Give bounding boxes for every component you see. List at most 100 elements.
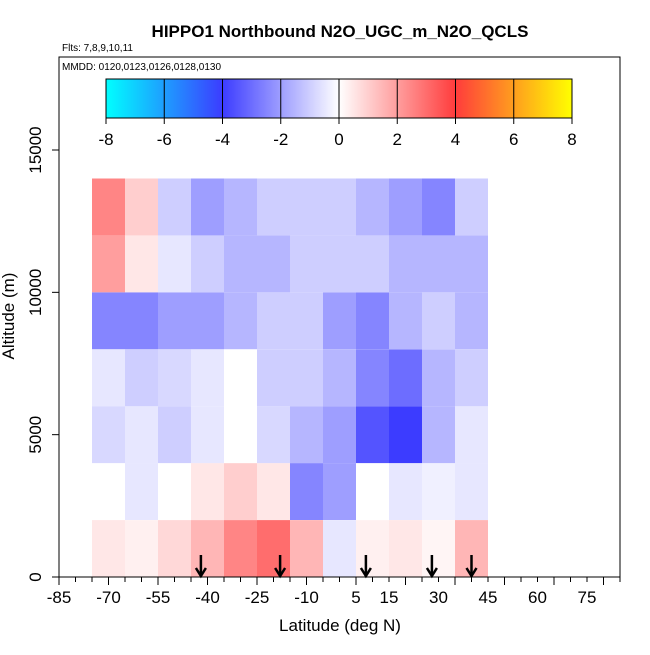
y-tick-label: 10000	[26, 269, 45, 316]
colorbar-tick-label: 8	[567, 130, 576, 149]
heatmap-cell	[92, 406, 125, 464]
heatmap-cell	[356, 406, 389, 464]
profile-arrow-head	[194, 567, 207, 579]
y-tick-label: 5000	[26, 416, 45, 454]
profile-arrow-head	[274, 567, 287, 579]
heatmap-cell	[125, 292, 158, 350]
heatmap-cell	[257, 178, 290, 236]
heatmap-cell	[191, 292, 224, 350]
heatmap-cell	[422, 292, 455, 350]
x-tick-label: -10	[294, 588, 319, 607]
heatmap-cell	[455, 349, 488, 407]
heatmap-cell	[389, 520, 422, 577]
heatmap-cell	[125, 463, 158, 520]
heatmap-cell	[92, 178, 125, 236]
colorbar-tick-label: 6	[509, 130, 518, 149]
x-tick-label: -40	[195, 588, 220, 607]
heatmap-cell	[455, 178, 488, 236]
heatmap-cell	[356, 520, 389, 577]
heatmap-cell	[191, 520, 224, 577]
heatmap-cell	[257, 520, 290, 577]
heatmap-cell	[323, 178, 356, 236]
x-tick-label: 75	[578, 588, 597, 607]
heatmap-cell	[356, 178, 389, 236]
profile-arrow-head	[359, 567, 372, 579]
heatmap-cell	[191, 178, 224, 236]
chart-title: HIPPO1 Northbound N2O_UGC_m_N2O_QCLS	[152, 22, 529, 41]
heatmap-cell	[389, 463, 422, 520]
x-tick-label: -70	[96, 588, 121, 607]
x-axis-label: Latitude (deg N)	[279, 616, 401, 635]
heatmap-cell	[290, 349, 323, 407]
heatmap-cell	[422, 520, 455, 577]
heatmap-cell	[257, 463, 290, 520]
heatmap-cell	[389, 292, 422, 350]
heatmap-cell	[356, 235, 389, 293]
heatmap-cell	[356, 349, 389, 407]
heatmap-cell	[158, 406, 191, 464]
x-tick-label: 45	[479, 588, 498, 607]
colorbar-tick-label: -8	[98, 130, 113, 149]
profile-arrow-head	[465, 567, 478, 579]
heatmap-cell	[389, 178, 422, 236]
heatmap-cell	[191, 235, 224, 293]
heatmap-cell	[455, 235, 488, 293]
heatmap-cell	[389, 406, 422, 464]
heatmap-cell	[92, 235, 125, 293]
heatmap-cell	[92, 463, 125, 520]
heatmap-cell	[422, 235, 455, 293]
heatmap-cell	[125, 235, 158, 293]
heatmap-cell	[389, 349, 422, 407]
heatmap-cell	[356, 292, 389, 350]
profile-arrows	[194, 555, 478, 579]
y-tick-label: 0	[26, 572, 45, 581]
x-tick-label: -55	[146, 588, 171, 607]
x-tick-label: -25	[245, 588, 270, 607]
heatmap-cell	[257, 235, 290, 293]
colorbar-tick-label: 0	[334, 130, 343, 149]
heatmap-cell	[224, 349, 257, 407]
heatmap-cell	[191, 349, 224, 407]
colorbar-tick-label: 4	[451, 130, 460, 149]
heatmap-cell	[356, 463, 389, 520]
x-tick-label: 60	[528, 588, 547, 607]
heatmap-cell	[224, 406, 257, 464]
profile-arrow-head	[425, 567, 438, 579]
heatmap-cell	[323, 349, 356, 407]
heatmap-cell	[323, 292, 356, 350]
heatmap-cell	[290, 292, 323, 350]
flights-label: Flts: 7,8,9,10,11	[62, 43, 133, 54]
heatmap-cell	[224, 520, 257, 577]
colorbar-tick-label: 2	[393, 130, 402, 149]
heatmap-cell	[224, 178, 257, 236]
heatmap-cells	[92, 178, 488, 577]
heatmap-cell	[158, 292, 191, 350]
heatmap-cell	[92, 349, 125, 407]
heatmap-cell	[191, 463, 224, 520]
colorbar-tick-label: -4	[215, 130, 230, 149]
heatmap-cell	[257, 292, 290, 350]
y-axis-label: Altitude (m)	[0, 273, 18, 360]
heatmap-cell	[158, 520, 191, 577]
colorbar-tick-label: -6	[157, 130, 172, 149]
heatmap-cell	[125, 520, 158, 577]
x-tick-label: 30	[429, 588, 448, 607]
heatmap-cell	[290, 406, 323, 464]
colorbar-tick-label: -2	[273, 130, 288, 149]
heatmap-cell	[158, 235, 191, 293]
y-axis: 0 5000 10000 15000	[26, 126, 59, 582]
heatmap-cell	[191, 406, 224, 464]
heatmap-cell	[455, 292, 488, 350]
heatmap-cell	[92, 292, 125, 350]
x-tick-label: 15	[380, 588, 399, 607]
x-axis: -85 -70 -55 -40 -25 -10 5 15 30 45 60 75	[47, 577, 621, 607]
heatmap-cell	[125, 178, 158, 236]
heatmap-cell	[224, 292, 257, 350]
heatmap-cell	[455, 463, 488, 520]
x-tick-label: -85	[47, 588, 72, 607]
heatmap-cell	[224, 463, 257, 520]
heatmap-cell	[422, 349, 455, 407]
y-tick-label: 15000	[26, 126, 45, 173]
heatmap-cell	[422, 463, 455, 520]
